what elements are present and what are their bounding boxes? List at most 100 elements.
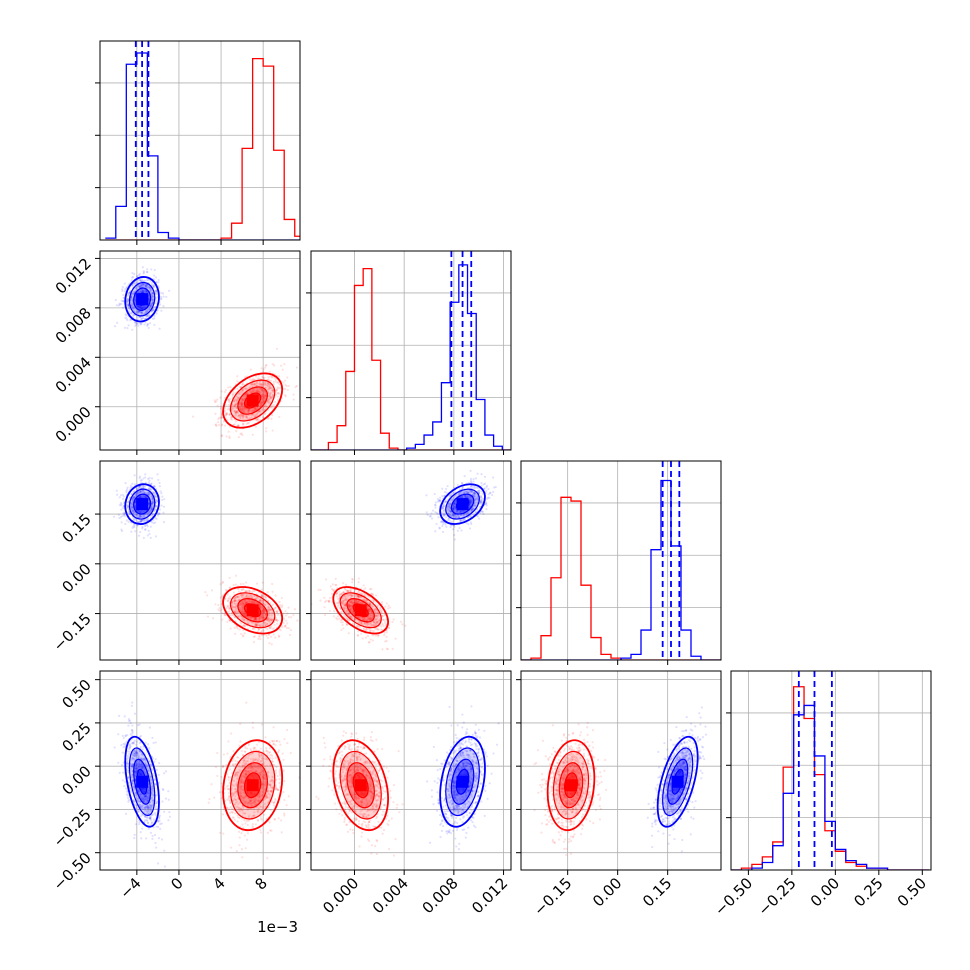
scatter-point (141, 306, 144, 309)
scatter-point (160, 291, 163, 294)
scatter-point (142, 306, 146, 309)
scatter-point (116, 493, 119, 496)
scatter-point (272, 380, 275, 384)
scatter-point (145, 286, 148, 289)
scatter-point (120, 299, 123, 302)
scatter-point (272, 393, 275, 397)
scatter-point (259, 637, 262, 641)
scatter-point (229, 386, 232, 389)
scatter-point (154, 289, 157, 292)
scatter-point (140, 306, 143, 309)
scatter-point (220, 416, 223, 419)
scatter-point (263, 391, 267, 394)
scatter-point (284, 379, 287, 382)
scatter-point (274, 606, 277, 609)
scatter-point (267, 417, 270, 420)
scatter-point (154, 299, 158, 302)
scatter-point (131, 304, 134, 307)
scatter-point (266, 384, 269, 387)
scatter-point (262, 629, 266, 632)
scatter-point (139, 306, 142, 309)
scatter-point (249, 379, 252, 382)
scatter-point (153, 317, 156, 320)
scatter-point (140, 307, 143, 310)
scatter-point (155, 517, 158, 521)
scatter-point (242, 387, 245, 391)
scatter-point (153, 323, 156, 326)
scatter-point (233, 423, 236, 426)
scatter-point (134, 324, 137, 327)
scatter-point (218, 416, 221, 419)
scatter-point (234, 412, 237, 415)
scatter-point (135, 287, 138, 290)
scatter-point (277, 392, 280, 395)
scatter-point (441, 530, 445, 534)
contour-red (222, 372, 284, 429)
scatter-point (265, 363, 268, 367)
scatter-point (270, 643, 273, 646)
scatter-point (268, 611, 271, 614)
scatter-point (122, 495, 126, 498)
scatter-point (292, 614, 295, 617)
scatter-point (267, 376, 270, 379)
scatter-point (235, 398, 239, 401)
histogram-blue (311, 264, 511, 450)
scatter-point (151, 294, 154, 297)
scatter-point (286, 622, 289, 625)
scatter-point (242, 399, 245, 402)
scatter-point (269, 619, 272, 622)
scatter-point (233, 405, 237, 408)
scatter-point (282, 381, 285, 384)
scatter-point (244, 601, 247, 605)
scatter-point (127, 303, 130, 306)
scatter-point (258, 387, 261, 390)
scatter-point (433, 492, 436, 496)
scatter-point (219, 596, 222, 599)
scatter-point (206, 594, 209, 597)
scatter-point (284, 624, 287, 627)
scatter-point (141, 283, 145, 286)
scatter-point (216, 398, 219, 401)
scatter-point (151, 299, 154, 302)
scatter-point (248, 409, 251, 412)
scatter-point (234, 574, 238, 577)
scatter-point (224, 597, 227, 600)
scatter-point (139, 290, 142, 294)
scatter-point (280, 364, 283, 367)
scatter-point (295, 384, 298, 388)
scatter-point (140, 310, 143, 313)
scatter-point (120, 302, 123, 305)
scatter-point (263, 608, 266, 611)
scatter-point (144, 305, 147, 308)
scatter-point (142, 536, 145, 539)
scatter-point (287, 606, 290, 609)
scatter-point (128, 291, 131, 294)
gridlines (100, 461, 300, 660)
scatter-point (134, 321, 137, 325)
scatter-point (145, 314, 148, 317)
panel-frame (99, 40, 301, 241)
scatter-point (158, 512, 161, 515)
scatter-point (268, 386, 272, 390)
scatter-point (224, 388, 227, 392)
scatter-point (294, 385, 297, 389)
scatter-point (243, 625, 246, 628)
scatter-point (264, 412, 267, 416)
scatter-point (137, 304, 140, 308)
scatter-point (385, 602, 388, 605)
scatter-point (238, 391, 241, 395)
scatter-point (233, 397, 237, 400)
scatter-point (150, 302, 153, 305)
scatter-point (148, 286, 152, 290)
scatter-point (341, 582, 345, 585)
scatter-point (260, 403, 263, 406)
scatter-point (259, 410, 262, 413)
scatter-point (234, 410, 237, 414)
scatter-point (143, 525, 147, 528)
scatter-point (127, 305, 130, 308)
scatter-point (238, 406, 241, 409)
scatter-point (241, 383, 244, 386)
scatter-point (460, 529, 463, 532)
scatter-point (213, 399, 216, 402)
scatter-point (239, 393, 242, 396)
